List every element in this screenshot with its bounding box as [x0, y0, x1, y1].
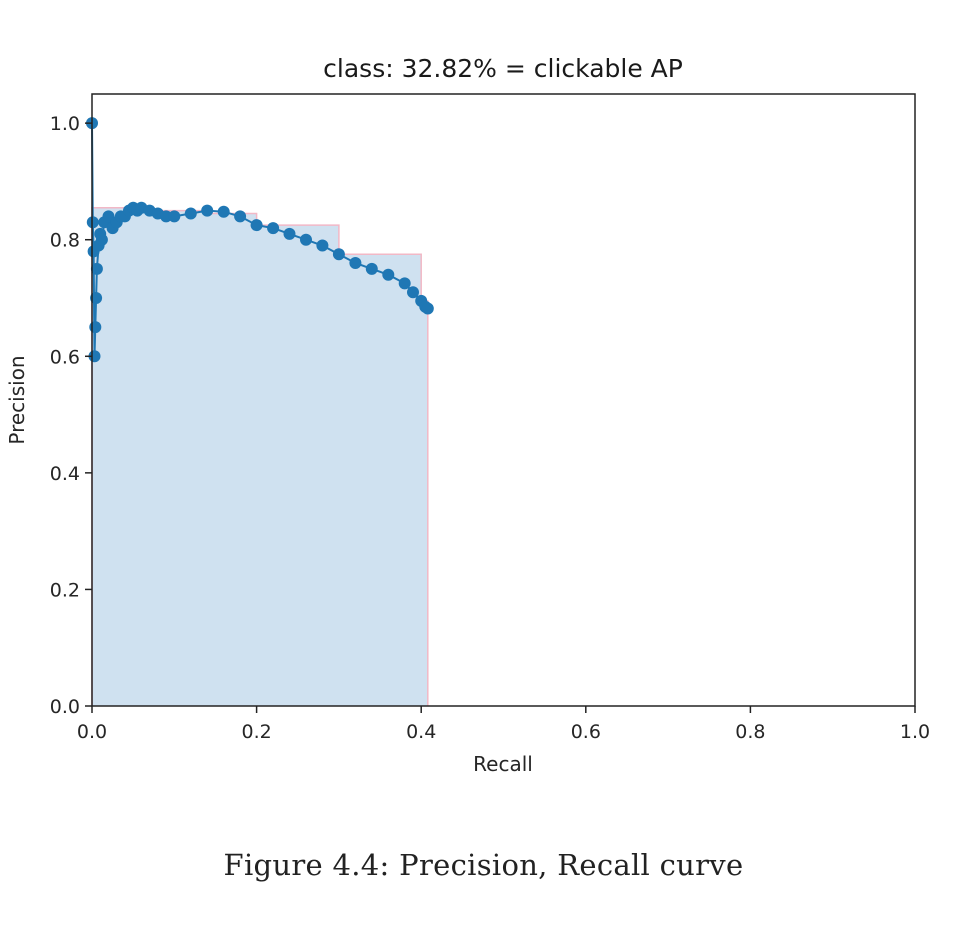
data-point	[382, 268, 395, 281]
y-tick-label: 0.0	[50, 696, 80, 718]
y-tick-label: 0.8	[50, 230, 80, 252]
data-point	[300, 233, 312, 246]
data-point	[86, 216, 99, 229]
chart-title: class: 32.82% = clickable AP	[323, 54, 683, 83]
y-tick-label: 1.0	[50, 113, 80, 135]
data-point	[168, 210, 181, 223]
interpolated-precision-area	[92, 207, 428, 706]
data-point	[407, 286, 419, 299]
data-point	[421, 302, 434, 315]
plot-frame	[91, 93, 916, 707]
x-tick-label: 1.0	[900, 721, 930, 743]
data-point	[283, 227, 296, 240]
data-point	[201, 204, 214, 217]
data-point	[332, 248, 345, 261]
data-point	[89, 321, 102, 334]
data-point	[316, 239, 329, 252]
data-point	[217, 205, 230, 218]
data-point	[250, 219, 263, 232]
data-point	[365, 262, 378, 275]
data-point	[398, 277, 411, 290]
y-tick-label: 0.6	[50, 346, 80, 368]
data-point	[90, 292, 103, 304]
x-tick-label: 0.2	[241, 721, 271, 743]
x-tick-label: 0.0	[77, 721, 107, 743]
data-point	[160, 210, 173, 223]
x-tick-label: 0.4	[406, 721, 436, 743]
data-point	[267, 222, 280, 235]
x-axis-label: Recall	[473, 752, 533, 776]
plot-area	[86, 93, 916, 707]
data-point	[184, 207, 197, 220]
x-tick-label: 0.8	[735, 721, 765, 743]
x-axis-ticks: 0.0 0.2 0.4 0.6 0.8 1.0	[77, 706, 930, 743]
y-tick-label: 0.2	[50, 579, 80, 601]
y-axis-label: Precision	[5, 355, 29, 444]
data-point	[90, 262, 103, 275]
x-tick-label: 0.6	[571, 721, 601, 743]
y-axis-ticks: 0.0 0.2 0.4 0.6 0.8 1.0	[50, 113, 92, 718]
y-tick-label: 0.4	[50, 463, 80, 485]
data-point	[95, 233, 108, 246]
figure-caption: Figure 4.4: Precision, Recall curve	[223, 848, 744, 882]
data-point	[234, 210, 247, 223]
data-point	[349, 257, 362, 269]
